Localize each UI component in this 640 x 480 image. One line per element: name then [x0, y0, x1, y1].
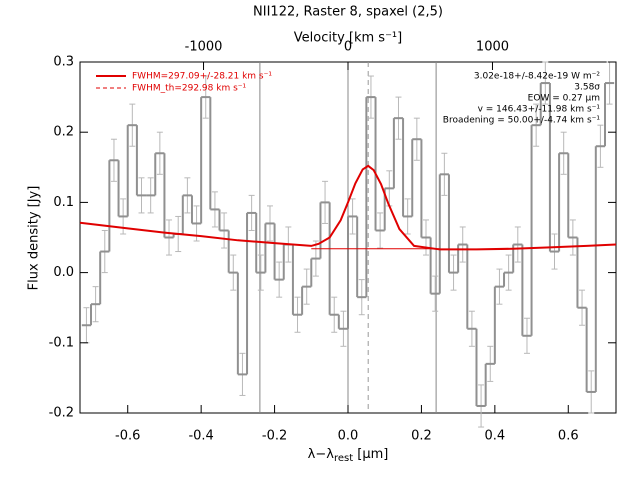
- annotation: 3.02e-18+/-8.42e-19 W m⁻²: [474, 72, 601, 82]
- y-axis-label: Flux density [Jy]: [27, 186, 42, 291]
- y-tick-label: -0.2: [49, 406, 74, 421]
- x-tick-label: 0.0: [338, 429, 359, 444]
- x-tick-label: -0.4: [188, 429, 213, 444]
- y-tick-label: 0.2: [53, 125, 74, 140]
- y-tick-label: 0.1: [53, 195, 74, 210]
- legend-label: FWHM_th=292.98 km s⁻¹: [132, 84, 247, 94]
- x2-tick-label: 0: [344, 40, 352, 55]
- x-tick-label: 0.6: [558, 429, 579, 444]
- fit-line: [79, 164, 617, 251]
- x-label-main: λ−λ: [308, 447, 335, 462]
- annotation: 3.58σ: [574, 83, 600, 93]
- x2-tick-label: -1000: [185, 40, 223, 55]
- x-label-unit: [μm]: [353, 447, 388, 462]
- annotation: v = 146.43+/-11.98 km s⁻¹: [478, 105, 601, 115]
- x-axis-label: λ−λrest [μm]: [308, 447, 389, 465]
- chart-title: NII122, Raster 8, spaxel (2,5): [253, 5, 443, 20]
- annotation: EOW = 0.27 μm: [528, 94, 600, 104]
- x-tick-label: 0.4: [485, 429, 506, 444]
- x-tick-label: -0.6: [115, 429, 140, 444]
- y-tick-label: 0.3: [53, 55, 74, 70]
- x-label-sub: rest: [334, 453, 353, 464]
- annotation: Broadening = 50.00+/-4.74 km s⁻¹: [443, 116, 601, 126]
- y-tick-label: 0.0: [53, 265, 74, 280]
- x-tick-label: 0.2: [411, 429, 432, 444]
- y-tick-label: -0.1: [49, 335, 74, 350]
- x-tick-label: -0.2: [262, 429, 287, 444]
- legend-label: FWHM=297.09+/-28.21 km s⁻¹: [132, 72, 272, 82]
- x2-axis-label: Velocity [km s⁻¹]: [294, 31, 402, 46]
- x2-tick-label: 1000: [476, 40, 509, 55]
